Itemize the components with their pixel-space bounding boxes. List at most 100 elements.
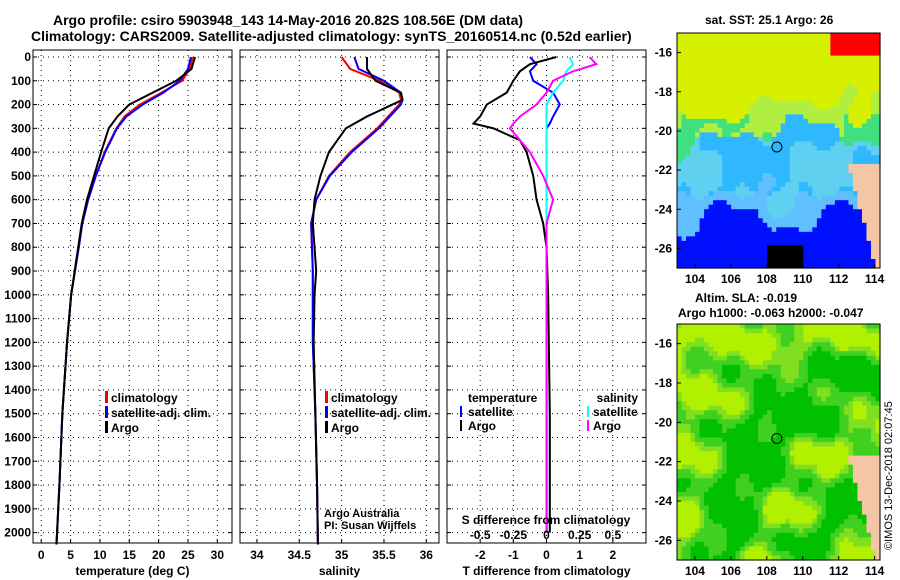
map-cell [866, 73, 872, 79]
map-cell [699, 414, 705, 420]
map-cell [686, 191, 692, 197]
map-cell [690, 342, 696, 348]
map-cell [875, 82, 881, 88]
map-cell [722, 213, 728, 219]
map-cell [749, 105, 755, 111]
map-cell [686, 419, 692, 425]
map-cell [771, 69, 777, 75]
map-cell [722, 324, 728, 330]
map-cell [695, 118, 701, 124]
map-cell [762, 195, 768, 201]
map-cell [875, 159, 881, 165]
map-cell [866, 46, 872, 52]
map-cell [848, 428, 854, 434]
map-cell [713, 428, 719, 434]
map-cell [875, 164, 881, 170]
map-cell [866, 254, 872, 260]
map-cell [785, 254, 791, 260]
map-cell [713, 236, 719, 242]
map-cell [753, 240, 759, 247]
map-cell [794, 236, 800, 242]
map-cell [825, 510, 831, 516]
map-cell [834, 446, 840, 452]
map-cell [762, 469, 768, 475]
map-cell [762, 87, 768, 93]
map-cell [708, 200, 714, 206]
map-cell [771, 42, 777, 48]
map-cell [821, 482, 827, 488]
map-cell [861, 387, 868, 393]
map-cell [762, 109, 768, 115]
map-cell [848, 355, 854, 361]
map-cell [758, 333, 764, 339]
map-cell [812, 159, 818, 165]
map-cell [699, 333, 705, 339]
map-cell [771, 546, 777, 552]
map-cell [870, 410, 877, 416]
map-cell [852, 523, 859, 529]
map-cell [753, 150, 759, 156]
map-cell [762, 360, 768, 366]
map-cell [857, 451, 863, 457]
map-cell [677, 550, 683, 557]
map-cell [812, 373, 818, 380]
map-cell [843, 528, 850, 534]
map-cell [699, 383, 705, 389]
map-cell [843, 141, 850, 147]
map-cell [830, 245, 836, 251]
map-cell [785, 132, 791, 138]
map-cell [875, 383, 881, 389]
map-cell [699, 136, 705, 143]
map-cell [825, 263, 831, 269]
map-cell [762, 510, 768, 516]
map-cell [686, 550, 692, 557]
map-cell [695, 360, 701, 366]
map-cell [816, 245, 822, 251]
map-cell [744, 218, 750, 224]
map-cell [735, 42, 741, 48]
x-tick-label-2: -0.5 [470, 528, 491, 542]
map-cell [852, 164, 859, 170]
map-cell [839, 82, 845, 88]
map-cell [852, 227, 859, 233]
map-cell [749, 118, 755, 124]
map-cell [798, 496, 804, 502]
map-cell [852, 204, 859, 210]
map-cell [780, 383, 786, 389]
map-cell [753, 132, 759, 138]
map-cell [749, 537, 755, 543]
map-cell [857, 182, 863, 188]
map-cell [713, 491, 719, 498]
map-cell [713, 231, 719, 237]
map-cell [798, 373, 804, 380]
map-cell [848, 337, 854, 343]
map-cell [875, 392, 881, 398]
map-cell [753, 73, 759, 79]
map-cell [758, 168, 764, 174]
map-cell [794, 446, 800, 452]
map-cell [762, 240, 768, 247]
map-cell [803, 33, 809, 39]
map-cell [870, 519, 877, 525]
map-cell [677, 328, 683, 334]
map-cell [726, 195, 732, 201]
map-cell [785, 60, 791, 66]
map-cell [803, 523, 809, 529]
map-cell [866, 91, 872, 97]
map-cell [785, 414, 791, 420]
map-cell [771, 364, 777, 370]
map-cell [690, 478, 696, 484]
map-cell [735, 482, 741, 488]
map-cell [713, 64, 719, 70]
map-cell [780, 428, 786, 434]
map-cell [812, 73, 818, 79]
map-cell [726, 528, 732, 534]
map-cell [699, 432, 705, 439]
map-cell [798, 164, 804, 170]
map-cell [690, 491, 696, 498]
map-cell [744, 78, 750, 84]
map-cell [870, 392, 877, 398]
map-cell [735, 155, 741, 161]
map-cell [690, 209, 696, 215]
map-cell [830, 478, 836, 484]
